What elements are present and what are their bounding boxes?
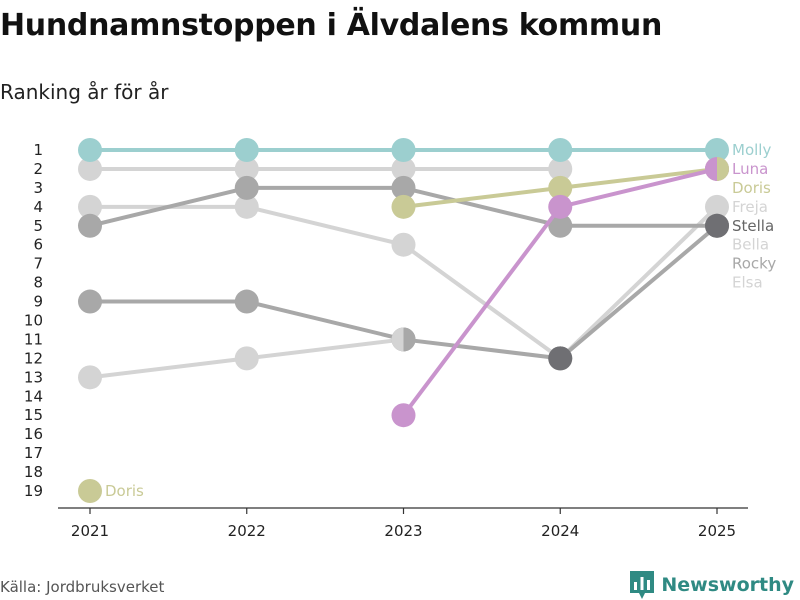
point-molly-2023 bbox=[391, 138, 416, 162]
point-tie-2023-11-right bbox=[403, 327, 416, 352]
point-doris-2024 bbox=[548, 175, 573, 200]
x-tick-label-2021: 2021 bbox=[71, 522, 109, 540]
point-doris-2021 bbox=[78, 479, 102, 503]
point-doris-2023 bbox=[391, 194, 416, 219]
end-label-bella: Bella bbox=[732, 236, 769, 254]
line-segment-freja-2023 bbox=[401, 242, 563, 361]
end-label-rocky: Rocky bbox=[732, 255, 776, 273]
point-stella-2024 bbox=[548, 213, 573, 238]
point-luna-2024 bbox=[548, 194, 573, 219]
series-elsa bbox=[78, 327, 416, 390]
point-label-doris-2021: Doris bbox=[105, 482, 144, 500]
y-tick-label-5: 5 bbox=[33, 217, 43, 235]
point-shared-2025-5 bbox=[705, 213, 729, 238]
end-label-freja: Freja bbox=[732, 198, 768, 216]
y-tick-label-2: 2 bbox=[33, 160, 43, 178]
point-bella-2021 bbox=[78, 156, 102, 181]
brand-name: Newsworthy bbox=[661, 574, 794, 596]
x-tick-label-2022: 2022 bbox=[228, 522, 266, 540]
brand-logo: Newsworthy bbox=[629, 570, 794, 600]
series-freja bbox=[78, 194, 729, 371]
point-stella-2023 bbox=[391, 175, 416, 200]
y-tick-label-7: 7 bbox=[33, 255, 43, 273]
y-tick-label-14: 14 bbox=[24, 387, 43, 405]
end-label-luna: Luna bbox=[732, 160, 768, 178]
point-molly-2025 bbox=[705, 138, 729, 162]
y-tick-label-3: 3 bbox=[33, 179, 43, 197]
line-segment-luna-2023 bbox=[401, 204, 563, 418]
series-bella bbox=[78, 156, 573, 181]
point-tie-2025-2-left bbox=[705, 156, 717, 181]
point-tie-2023-11-left bbox=[391, 327, 404, 352]
x-tick-label-2023: 2023 bbox=[384, 522, 422, 540]
line-segment-rocky-2023 bbox=[401, 337, 563, 361]
point-bella-2023 bbox=[391, 156, 416, 181]
line-segment-rocky-2022 bbox=[244, 299, 406, 342]
line-segment-doris-2023 bbox=[401, 185, 563, 209]
source-note: Källa: Jordbruksverket bbox=[0, 578, 165, 596]
y-tick-label-13: 13 bbox=[24, 368, 43, 386]
series-molly bbox=[78, 138, 729, 162]
line-segment-doris-2024 bbox=[558, 166, 719, 190]
point-elsa-2022 bbox=[234, 346, 259, 371]
y-tick-label-16: 16 bbox=[24, 425, 43, 443]
y-tick-label-8: 8 bbox=[33, 274, 43, 292]
point-bella-2024 bbox=[548, 156, 573, 181]
point-tie-2023-11 bbox=[391, 327, 416, 352]
end-label-molly: Molly bbox=[732, 141, 771, 159]
point-molly-2021 bbox=[78, 138, 102, 162]
y-tick-label-9: 9 bbox=[33, 293, 43, 311]
line-segment-freja-2024 bbox=[558, 204, 719, 361]
point-tie-2025-2 bbox=[705, 156, 729, 181]
point-freja-2023 bbox=[391, 232, 416, 257]
line-segment-stella-2023 bbox=[401, 185, 563, 228]
line-segment-elsa-2022 bbox=[244, 337, 406, 361]
line-segment-freja-2022 bbox=[244, 204, 406, 247]
line-segment-elsa-2021 bbox=[88, 356, 249, 380]
end-label-elsa: Elsa bbox=[732, 274, 763, 292]
point-tie-2025-2-right bbox=[717, 156, 729, 181]
point-stella-2022 bbox=[234, 175, 259, 200]
point-bella-2022 bbox=[234, 156, 259, 181]
y-tick-label-19: 19 bbox=[24, 482, 43, 500]
point-freja-2022 bbox=[234, 194, 259, 219]
point-stella-2021 bbox=[78, 213, 102, 238]
point-rocky-2022 bbox=[234, 289, 259, 314]
point-molly-2022 bbox=[234, 138, 259, 162]
line-segment-stella-2021 bbox=[88, 185, 249, 228]
end-label-stella: Stella bbox=[732, 217, 774, 235]
y-tick-label-10: 10 bbox=[24, 312, 43, 330]
y-tick-label-17: 17 bbox=[24, 444, 43, 462]
page-subtitle: Ranking år för år bbox=[0, 80, 169, 104]
y-tick-label-11: 11 bbox=[24, 330, 43, 348]
point-elsa-2021 bbox=[78, 365, 102, 390]
end-label-doris: Doris bbox=[732, 179, 771, 197]
point-shared-2024-12 bbox=[548, 346, 573, 371]
x-tick-label-2024: 2024 bbox=[541, 522, 579, 540]
bar-chart-icon bbox=[630, 571, 655, 599]
y-tick-label-4: 4 bbox=[33, 198, 43, 216]
line-segment-rocky-2024 bbox=[558, 223, 719, 361]
y-tick-label-6: 6 bbox=[33, 236, 43, 254]
line-segment-luna-2024 bbox=[558, 166, 719, 209]
point-freja-2025 bbox=[705, 194, 729, 219]
y-tick-label-12: 12 bbox=[24, 349, 43, 367]
y-tick-label-1: 1 bbox=[33, 141, 43, 159]
point-luna-2023 bbox=[391, 403, 416, 428]
point-molly-2024 bbox=[548, 138, 573, 162]
y-tick-label-15: 15 bbox=[24, 406, 43, 424]
point-rocky-2021 bbox=[78, 289, 102, 314]
point-freja-2021 bbox=[78, 194, 102, 219]
y-tick-label-18: 18 bbox=[24, 463, 43, 481]
page-title: Hundnamnstoppen i Älvdalens kommun bbox=[0, 8, 663, 43]
x-tick-label-2025: 2025 bbox=[698, 522, 736, 540]
